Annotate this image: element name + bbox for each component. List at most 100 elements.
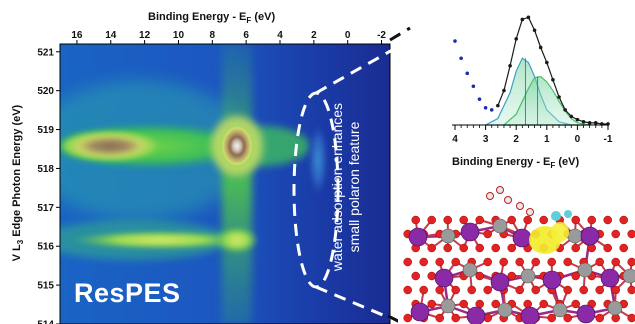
oxygen-atom <box>475 271 484 281</box>
oxygen-atom <box>595 257 604 267</box>
water-molecule-atom <box>516 202 524 210</box>
water-molecule-atom <box>496 186 504 194</box>
spectrum-x-tick-label: 0 <box>575 134 581 145</box>
oxygen-atom <box>627 313 635 323</box>
oxygen-atom <box>419 285 428 295</box>
heatmap-x-tick-label: 4 <box>277 30 283 41</box>
oxygen-atom <box>547 313 556 323</box>
heatmap-x-tick-label: 16 <box>71 30 83 41</box>
oxygen-atom <box>627 285 635 295</box>
oxygen-atom <box>627 257 635 267</box>
metal-atom-grey <box>492 218 508 234</box>
oxygen-atom <box>571 299 580 309</box>
heatmap-y-tick-label: 521 <box>37 47 54 58</box>
spectrum-data-point <box>471 84 476 89</box>
adsorbate-molecule <box>551 211 561 221</box>
heatmap-y-tick-label: 517 <box>37 203 54 214</box>
heatmap-x-ticks: 16 14 12 10 8 6 4 2 0 -2 <box>71 30 386 44</box>
spectrum-data-points <box>453 15 610 126</box>
oxygen-atom <box>459 243 468 253</box>
oxygen-atom <box>507 271 516 281</box>
metal-atom-purple <box>580 226 600 246</box>
oxygen-atom <box>563 313 572 323</box>
oxygen-atom <box>563 257 572 267</box>
heatmap-y-tick-label: 519 <box>37 125 54 136</box>
heatmap-y-tick-label: 520 <box>37 86 54 97</box>
oxygen-atom <box>587 215 596 225</box>
oxygen-atom <box>419 257 428 267</box>
oxygen-atom <box>499 257 508 267</box>
oxygen-atom <box>427 215 436 225</box>
spectrum-x-tick-label: 4 <box>452 134 458 145</box>
metal-atom-purple <box>512 228 532 248</box>
spectrum-data-point <box>489 108 494 112</box>
heatmap-x-tick-label: 2 <box>311 30 317 41</box>
metal-atom-purple <box>408 227 428 247</box>
spectrum-x-tick-label: 2 <box>513 134 519 145</box>
metal-atom-grey <box>567 228 583 244</box>
oxygen-atom <box>435 257 444 267</box>
spectrum-data-point <box>575 117 580 122</box>
spectrum-data-point <box>526 15 531 20</box>
oxygen-atom <box>403 257 412 267</box>
oxygen-atom <box>451 313 460 323</box>
spectrum-data-point <box>563 108 567 112</box>
respes-heatmap: 16 14 12 10 8 6 4 2 0 -2 521 520 519 518 517 516 515 514 <box>37 26 411 324</box>
spectrum-data-point <box>545 60 549 65</box>
spectrum-data-point <box>593 121 598 125</box>
oxygen-atom <box>427 243 436 253</box>
metal-atom-purple <box>576 304 596 324</box>
oxygen-atom <box>411 271 420 281</box>
heatmap-x-tick-label: 12 <box>139 30 151 41</box>
annotation-line-1: water adsorption enhances <box>329 102 345 272</box>
heatmap-x-tick-label: -2 <box>377 30 386 41</box>
metal-atom-purple <box>410 302 430 322</box>
heatmap-y-ticks: 521 520 519 518 517 516 515 514 <box>37 47 60 324</box>
oxygen-atom <box>507 243 516 253</box>
oxygen-atom <box>491 243 500 253</box>
metal-atom-purple <box>460 222 480 242</box>
heatmap-x-tick-label: 10 <box>173 30 185 41</box>
metal-atom-grey <box>552 302 568 318</box>
spectrum-component-fills <box>485 57 590 126</box>
oxygen-atom <box>483 285 492 295</box>
oxygen-atom <box>467 285 476 295</box>
oxygen-atom <box>531 285 540 295</box>
oxygen-atom <box>571 271 580 281</box>
heatmap-x-tick-label: 6 <box>243 30 249 41</box>
metal-atom-grey <box>622 268 635 284</box>
spectrum-data-point <box>569 114 574 119</box>
oxygen-atom <box>443 215 452 225</box>
oxygen-atom <box>411 215 420 225</box>
spectrum-data-point <box>538 45 543 50</box>
respes-label: ResPES <box>74 278 181 308</box>
metal-atom-purple <box>600 268 620 288</box>
metal-atom-grey <box>440 228 456 244</box>
oxygen-atom <box>459 299 468 309</box>
surface-structure-model <box>398 186 635 324</box>
spectrum-data-point <box>581 119 586 124</box>
metal-atom-grey <box>462 262 478 278</box>
spectrum-data-point <box>465 71 470 76</box>
metal-atom-grey <box>520 268 536 284</box>
oxygen-atom <box>427 271 436 281</box>
heatmap-image <box>60 44 390 324</box>
oxygen-atom <box>491 299 500 309</box>
spectrum-data-point <box>551 77 555 82</box>
water-molecule-atom <box>486 192 494 200</box>
heatmap-frame <box>59 43 391 324</box>
oxygen-atom <box>547 257 556 267</box>
metal-atom-grey <box>577 262 593 278</box>
spectrum-data-point <box>483 105 488 110</box>
oxygen-atom <box>539 215 548 225</box>
oxygen-atom <box>619 215 628 225</box>
oxygen-atom <box>579 285 588 295</box>
oxygen-atom <box>483 229 492 239</box>
oxygen-atom <box>563 285 572 295</box>
metal-atom-purple <box>466 306 486 324</box>
zoom-connector-top-outer <box>389 26 411 42</box>
heatmap-x-axis-title: Binding Energy - EF (eV) <box>148 11 276 26</box>
oxygen-atom <box>531 257 540 267</box>
oxygen-atom <box>475 243 484 253</box>
